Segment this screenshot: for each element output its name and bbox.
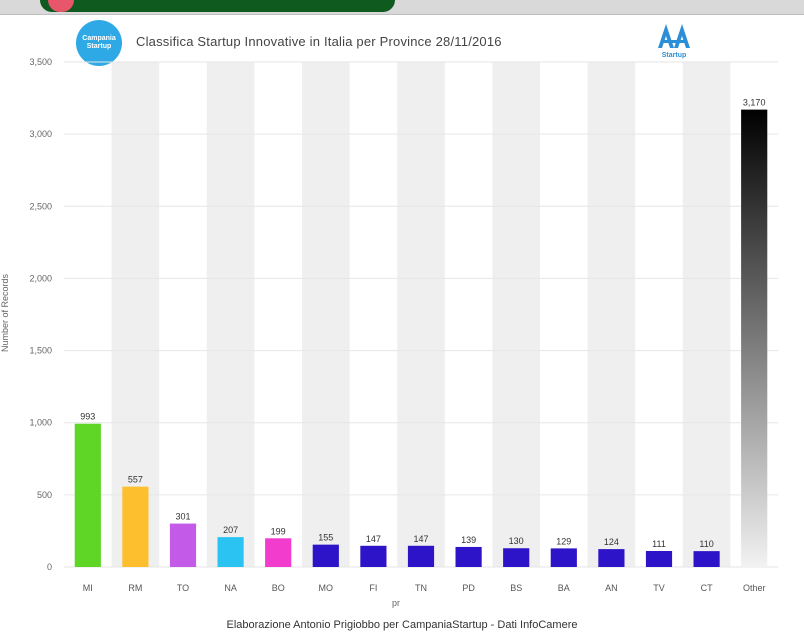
x-tick-label-an: AN: [605, 583, 618, 593]
bars: 993 557 301 207 199 155 147 147 139 130 129 124 111 1…: [74, 98, 768, 567]
x-axis: MI RM TO NA BO MO FI TN PD BS BA AN TV CT Other: [83, 583, 766, 593]
top-strip: [0, 0, 804, 15]
y-tick-label: 3,500: [29, 57, 52, 67]
bar-bs: [503, 548, 530, 567]
x-axis-label: pr: [392, 598, 400, 608]
bar-fi: [360, 545, 387, 567]
bar-mo: [312, 544, 339, 567]
campania-startup-logo: Campania Startup: [76, 20, 122, 66]
value-label-other: 3,170: [743, 98, 766, 108]
column-band-tn: [397, 62, 445, 567]
value-label-mo: 155: [318, 533, 333, 543]
column-band-rm: [111, 62, 160, 567]
x-tick-label-to: TO: [177, 583, 189, 593]
column-band-mo: [302, 62, 350, 567]
y-axis-label: Number of Records: [0, 273, 10, 352]
y-tick-label: 2,000: [29, 273, 52, 283]
x-tick-label-fi: FI: [369, 583, 377, 593]
bar-tn: [407, 545, 435, 567]
startup-logo-icon: [658, 24, 690, 48]
column-band-an: [587, 62, 636, 567]
top-banner-logo-dot: [48, 0, 74, 12]
y-tick-label: 500: [37, 490, 52, 500]
bar-ba: [550, 548, 577, 567]
bar-pd: [455, 546, 482, 567]
x-tick-label-tn: TN: [415, 583, 427, 593]
value-label-to: 301: [175, 512, 190, 522]
x-tick-label-rm: RM: [128, 583, 142, 593]
x-tick-label-ct: CT: [701, 583, 713, 593]
x-tick-label-tv: TV: [653, 583, 665, 593]
value-label-ct: 110: [699, 539, 713, 549]
bar-to: [169, 523, 197, 567]
startup-logo-text: Startup: [661, 52, 687, 59]
x-tick-label-ba: BA: [558, 583, 570, 593]
y-tick-label: 3,000: [29, 129, 52, 139]
value-label-an: 124: [604, 537, 619, 547]
value-label-fi: 147: [366, 534, 381, 544]
y-tick-label: 1,500: [29, 346, 52, 356]
x-tick-label-other: Other: [743, 583, 766, 593]
value-label-pd: 139: [461, 535, 476, 545]
bar-ct: [693, 551, 720, 567]
bar-an: [598, 549, 625, 567]
x-tick-label-mi: MI: [83, 583, 93, 593]
chart-credit: Elaborazione Antonio Prigiobbo per Campa…: [226, 619, 578, 631]
x-tick-label-bs: BS: [510, 583, 522, 593]
chart-title: Classifica Startup Innovative in Italia …: [136, 34, 502, 49]
bar-tv: [645, 550, 673, 567]
startup-logo-bar: [662, 40, 686, 43]
y-tick-label: 1,000: [29, 418, 52, 428]
value-label-bs: 130: [509, 536, 524, 546]
column-band-bs: [492, 62, 540, 567]
top-banner-logo: [40, 0, 395, 12]
value-label-mi: 993: [80, 412, 95, 422]
x-tick-label-mo: MO: [319, 583, 334, 593]
column-bands: [111, 62, 731, 567]
x-tick-label-na: NA: [224, 583, 237, 593]
bar-bo: [265, 538, 292, 567]
campania-startup-logo-text: Campania Startup: [82, 35, 116, 50]
bar-mi: [74, 423, 101, 567]
bar-other: [741, 109, 768, 567]
y-tick-label: 2,500: [29, 201, 52, 211]
x-tick-label-bo: BO: [272, 583, 285, 593]
value-label-tn: 147: [413, 534, 428, 544]
y-tick-label: 0: [47, 562, 52, 572]
x-tick-label-pd: PD: [462, 583, 475, 593]
column-band-ct: [682, 62, 731, 567]
value-label-na: 207: [223, 525, 238, 535]
column-band-na: [206, 62, 255, 567]
value-label-tv: 111: [652, 539, 666, 549]
y-axis: 0 500 1,000 1,500 2,000 2,500 3,000 3,500: [29, 57, 52, 572]
value-label-bo: 199: [271, 526, 286, 536]
value-label-rm: 557: [128, 475, 143, 485]
bar-na: [217, 537, 244, 567]
value-label-ba: 129: [556, 536, 571, 546]
bar-rm: [122, 486, 149, 567]
